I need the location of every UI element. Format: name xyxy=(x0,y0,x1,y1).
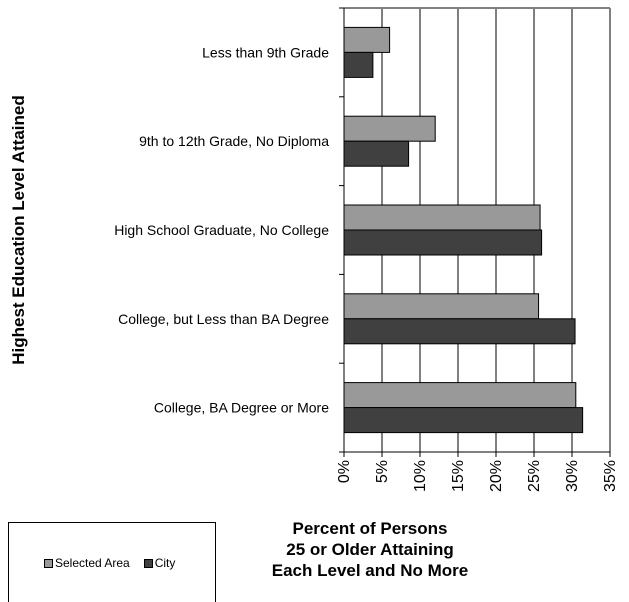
legend-item-selected-area: Selected Area xyxy=(44,556,130,570)
legend: Selected Area City xyxy=(8,522,216,602)
legend-swatch-selected-area xyxy=(44,558,53,568)
legend-swatch-city xyxy=(143,558,153,568)
bar-city xyxy=(343,318,576,345)
x-axis-label-line-1: Percent of Persons xyxy=(292,519,448,538)
bar-selected-area xyxy=(343,26,391,53)
x-tick-labels: 0% 5% 10% 15% 20% 25% 30% 35% xyxy=(336,460,619,492)
category-label: College, BA Degree or More xyxy=(154,400,329,416)
x-axis-label-line-3: Each Level and No More xyxy=(271,561,469,580)
x-tick-label: 0% xyxy=(336,460,353,483)
x-tick-label: 15% xyxy=(450,460,467,492)
legend-item-city: City xyxy=(143,556,176,570)
category-label: High School Graduate, No College xyxy=(114,222,329,238)
legend-label-selected-area: Selected Area xyxy=(55,556,130,570)
category-label: College, but Less than BA Degree xyxy=(118,311,329,327)
category-label: Less than 9th Grade xyxy=(202,44,329,60)
x-tick-label: 35% xyxy=(602,460,619,492)
bar-selected-area xyxy=(343,204,541,231)
bar-selected-area xyxy=(343,115,436,142)
bar-city xyxy=(343,229,543,256)
bar-city xyxy=(343,140,410,167)
category-labels: Less than 9th Grade 9th to 12th Grade, No… xyxy=(114,44,329,415)
x-tick-label: 25% xyxy=(526,460,543,492)
x-tick-label: 10% xyxy=(412,460,429,492)
y-axis-label: Highest Education Level Attained xyxy=(9,95,28,365)
x-tick-label: 5% xyxy=(374,460,391,483)
legend-label-city: City xyxy=(154,556,176,570)
bar-city xyxy=(343,51,374,78)
x-axis-label-line-2: 25 or Older Attaining xyxy=(286,540,454,559)
bar-selected-area xyxy=(343,382,577,409)
category-label: 9th to 12th Grade, No Diploma xyxy=(139,133,329,149)
x-axis-label: Percent of Persons 25 or Older Attaining… xyxy=(250,518,490,581)
axes xyxy=(339,7,611,457)
x-tick-label: 30% xyxy=(564,460,581,492)
bar-city xyxy=(343,407,584,434)
bars xyxy=(343,26,584,434)
bar-selected-area xyxy=(343,293,540,320)
x-tick-label: 20% xyxy=(488,460,505,492)
